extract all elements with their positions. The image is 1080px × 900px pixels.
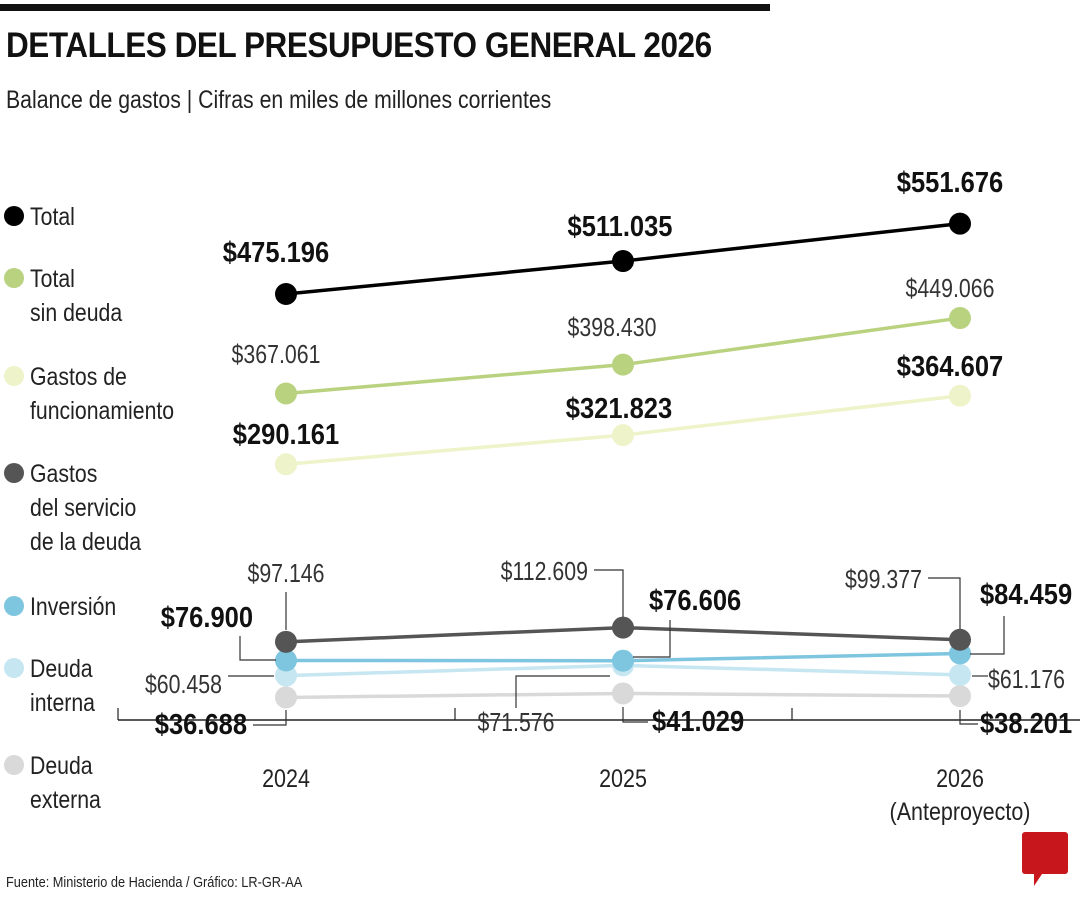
- legend-swatch: [4, 206, 24, 226]
- x-tick-label: 2025: [599, 764, 647, 792]
- data-point: [612, 649, 634, 672]
- x-tick-label: 2024: [262, 764, 310, 792]
- legend-item: Inversión: [4, 590, 131, 624]
- data-label: $36.688: [155, 707, 247, 740]
- legend-item: Total: [4, 200, 83, 234]
- data-label: $367.061: [232, 340, 321, 370]
- data-label: $76.900: [161, 600, 253, 633]
- legend-swatch: [4, 366, 24, 386]
- data-point: [275, 453, 297, 476]
- x-tick-label: (Anteproyecto): [890, 797, 1031, 825]
- data-point: [275, 382, 297, 405]
- legend-swatch: [4, 596, 24, 616]
- data-point: [949, 628, 971, 651]
- data-point: [949, 663, 971, 686]
- legend-item: Gastos del servicio de la deuda: [4, 457, 161, 559]
- label-leader-line: [970, 616, 1005, 655]
- data-label: $475.196: [223, 235, 329, 268]
- legend-item: Total sin deuda: [4, 262, 138, 330]
- label-leader-line: [633, 620, 671, 658]
- data-label: $41.029: [652, 704, 744, 737]
- legend-label: Inversión: [30, 593, 117, 621]
- data-point: [612, 424, 634, 447]
- data-label: $321.823: [566, 391, 672, 424]
- data-label: $112.609: [501, 557, 588, 587]
- data-label: $71.576: [477, 708, 554, 738]
- label-leader-line: [622, 707, 648, 723]
- data-point: [949, 307, 971, 330]
- data-point: [949, 685, 971, 708]
- data-label: $38.201: [980, 706, 1072, 739]
- legend-swatch: [4, 755, 24, 775]
- data-point: [275, 649, 297, 672]
- label-leader-line: [959, 710, 978, 725]
- data-label: $60.458: [145, 670, 222, 700]
- data-label: $97.146: [247, 559, 324, 589]
- label-leader-line: [594, 569, 624, 617]
- lr-logo: [1022, 832, 1068, 886]
- data-point: [275, 630, 297, 653]
- label-leader-line: [928, 577, 961, 629]
- data-point: [275, 686, 297, 709]
- data-label: $511.035: [568, 209, 673, 242]
- data-label: $364.607: [897, 349, 1003, 382]
- legend-item: Deuda externa: [4, 749, 113, 817]
- source-note: Fuente: Ministerio de Hacienda / Gráfico…: [6, 874, 303, 891]
- data-label: $76.606: [649, 583, 741, 616]
- data-point: [275, 283, 297, 306]
- legend-label: Total: [30, 203, 75, 231]
- data-point: [275, 664, 297, 687]
- legend-label: Deuda interna: [30, 655, 95, 717]
- data-label: $290.161: [233, 417, 339, 450]
- data-label: $61.176: [988, 665, 1065, 695]
- legend-label: Total sin deuda: [30, 265, 123, 327]
- legend-item: Deuda interna: [4, 652, 106, 720]
- data-point: [612, 250, 634, 273]
- top-rule: [0, 4, 770, 11]
- data-point: [949, 384, 971, 407]
- data-label: $84.459: [980, 577, 1072, 610]
- data-point: [949, 212, 971, 235]
- legend-item: Gastos de funcionamiento: [4, 360, 200, 428]
- data-point: [612, 353, 634, 376]
- legend-label: Deuda externa: [30, 752, 101, 814]
- x-tick-label: 2026: [936, 764, 984, 792]
- data-point: [612, 616, 634, 639]
- legend-label: Gastos del servicio de la deuda: [30, 460, 142, 556]
- label-leader-line: [253, 710, 287, 726]
- label-leader-line: [515, 675, 610, 708]
- data-label: $449.066: [906, 274, 995, 304]
- legend-swatch: [4, 463, 24, 483]
- legend-swatch: [4, 658, 24, 678]
- data-label: $551.676: [897, 165, 1003, 198]
- data-label: $99.377: [845, 565, 922, 595]
- chart-title: DETALLES DEL PRESUPUESTO GENERAL 2026: [6, 26, 712, 65]
- legend-label: Gastos de funcionamiento: [30, 363, 175, 425]
- chart-subtitle: Balance de gastos | Cifras en miles de m…: [6, 86, 552, 114]
- label-leader-line: [239, 636, 276, 661]
- data-point: [612, 682, 634, 705]
- data-label: $398.430: [568, 313, 657, 343]
- legend-swatch: [4, 268, 24, 288]
